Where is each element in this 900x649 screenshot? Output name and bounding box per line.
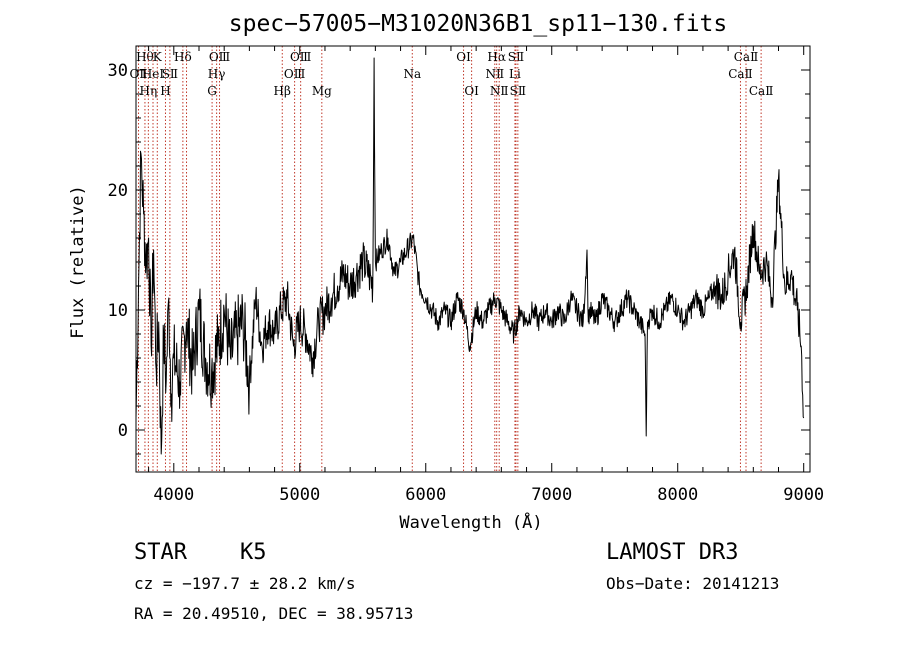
- spectral-line-label: OⅠ: [464, 84, 479, 98]
- spectral-line-label: H: [160, 84, 170, 98]
- spectral-line-markers: OⅡHθHηHeⅠKHSⅡHδGHγOⅢHβOⅢOⅢMgNaOⅠOⅠNⅡHαNⅡ…: [130, 46, 774, 472]
- y-tick-label: 10: [108, 301, 128, 321]
- spectral-line-label: OⅠ: [456, 50, 471, 64]
- spectral-line-label: Hα: [487, 50, 506, 64]
- spectral-line-label: K: [153, 50, 163, 64]
- spectral-line-label: SⅡ: [508, 50, 524, 64]
- x-axis-label: Wavelength (Å): [399, 511, 542, 533]
- spectral-line-label: Na: [403, 67, 421, 81]
- spectral-line-label: Mg: [312, 84, 332, 98]
- object-class: STAR: [134, 540, 187, 565]
- x-tick-label: 7000: [531, 485, 572, 505]
- spectral-line-label: CaⅡ: [728, 67, 753, 81]
- spectral-line-label: Hβ: [274, 84, 291, 98]
- spectral-line-label: OⅢ: [209, 50, 230, 64]
- y-tick-label: 20: [108, 181, 128, 201]
- spectral-line-label: Li: [509, 67, 521, 81]
- x-tick-label: 4000: [153, 485, 194, 505]
- y-tick-label: 0: [118, 421, 128, 441]
- observation-date: Obs−Date: 20141213: [606, 574, 780, 593]
- spectral-line-label: SⅡ: [510, 84, 526, 98]
- spectral-line-label: HeⅠ: [142, 67, 165, 81]
- spectral-line-label: OⅢ: [284, 67, 305, 81]
- flux-series: [135, 57, 805, 455]
- spectral-line-label: Hη: [140, 84, 158, 98]
- plot-frame: [135, 45, 811, 473]
- spectral-line-label: CaⅡ: [734, 50, 759, 64]
- redshift-velocity: cz = −197.7 ± 28.2 km/s: [134, 574, 356, 593]
- x-tick-label: 8000: [657, 485, 698, 505]
- flux-line: [135, 57, 805, 455]
- x-tick-label: 6000: [405, 485, 446, 505]
- spectral-line-label: Hδ: [174, 50, 192, 64]
- x-tick-label: 9000: [783, 485, 824, 505]
- y-axis: 0 10 20 30: [108, 61, 810, 455]
- spectral-line-label: Hθ: [136, 50, 154, 64]
- x-tick-label: 5000: [279, 485, 320, 505]
- object-subclass: K5: [240, 540, 267, 565]
- y-tick-label: 30: [108, 61, 128, 81]
- coordinates: RA = 20.49510, DEC = 38.95713: [134, 604, 414, 623]
- chart-title: spec−57005−M31020N36B1_sp11−130.fits: [229, 11, 728, 37]
- spectral-line-label: Hγ: [208, 67, 226, 81]
- x-axis: 4000 5000 6000 7000 8000 9000: [148, 46, 824, 505]
- y-axis-label: Flux (relative): [68, 185, 88, 339]
- spectral-line-label: CaⅡ: [749, 84, 774, 98]
- spectral-line-label: NⅡ: [490, 84, 509, 98]
- spectral-line-label: G: [207, 84, 217, 98]
- spectral-line-label: SⅡ: [162, 67, 178, 81]
- survey-name: LAMOST DR3: [606, 540, 739, 565]
- spectral-line-label: NⅡ: [485, 67, 504, 81]
- spectral-line-label: OⅢ: [290, 50, 311, 64]
